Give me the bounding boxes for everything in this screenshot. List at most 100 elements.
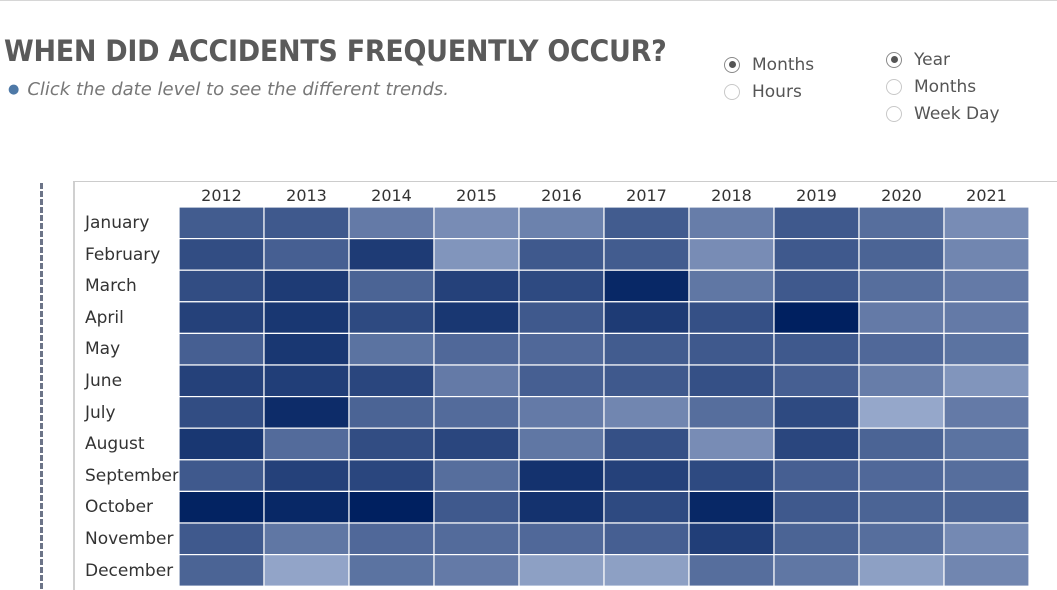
heatmap-cell-may-2014[interactable] [348, 332, 435, 366]
heatmap-cell-june-2019[interactable] [773, 364, 860, 398]
heatmap-cell-february-2018[interactable] [688, 238, 775, 271]
heatmap-cell-november-2014[interactable] [348, 522, 435, 556]
heatmap-cell-february-2019[interactable] [773, 238, 860, 271]
heatmap-cell-november-2018[interactable] [688, 522, 775, 556]
heatmap-cell-january-2020[interactable] [858, 206, 945, 240]
heatmap-cell-january-2015[interactable] [433, 206, 520, 240]
heatmap-cell-january-2013[interactable] [263, 206, 350, 240]
heatmap-cell-october-2019[interactable] [773, 490, 860, 524]
heatmap-cell-june-2012[interactable] [178, 364, 265, 398]
heatmap-cell-october-2016[interactable] [518, 490, 605, 524]
heatmap-cell-march-2012[interactable] [178, 269, 265, 303]
heatmap-cell-september-2021[interactable] [943, 459, 1030, 492]
heatmap-cell-january-2017[interactable] [603, 206, 690, 240]
heatmap-cell-november-2017[interactable] [603, 522, 690, 556]
heatmap-cell-december-2014[interactable] [348, 553, 435, 587]
heatmap-cell-march-2020[interactable] [858, 269, 945, 303]
heatmap-cell-july-2018[interactable] [688, 396, 775, 429]
radio-icon[interactable] [886, 105, 902, 122]
heatmap-cell-may-2012[interactable] [178, 332, 265, 366]
heatmap-cell-november-2013[interactable] [263, 522, 350, 556]
date-level-option-year[interactable]: Year [886, 46, 1000, 73]
heatmap-cell-january-2014[interactable] [348, 206, 435, 240]
heatmap-cell-august-2013[interactable] [263, 427, 350, 461]
heatmap-cell-june-2014[interactable] [348, 364, 435, 398]
heatmap-cell-november-2015[interactable] [433, 522, 520, 556]
heatmap-cell-july-2013[interactable] [263, 396, 350, 429]
heatmap-cell-december-2020[interactable] [858, 553, 945, 587]
heatmap-cell-april-2017[interactable] [603, 301, 690, 334]
radio-icon[interactable] [724, 56, 740, 73]
heatmap-cell-june-2013[interactable] [263, 364, 350, 398]
heatmap-cell-may-2013[interactable] [263, 332, 350, 366]
heatmap-cell-january-2016[interactable] [518, 206, 605, 240]
heatmap-cell-september-2015[interactable] [433, 459, 520, 492]
heatmap-cell-june-2018[interactable] [688, 364, 775, 398]
heatmap-cell-june-2016[interactable] [518, 364, 605, 398]
heatmap-cell-september-2014[interactable] [348, 459, 435, 492]
heatmap-cell-september-2017[interactable] [603, 459, 690, 492]
heatmap-cell-july-2017[interactable] [603, 396, 690, 429]
heatmap-cell-april-2021[interactable] [943, 301, 1030, 334]
heatmap-cell-april-2018[interactable] [688, 301, 775, 334]
heatmap-cell-april-2014[interactable] [348, 301, 435, 334]
heatmap-cell-june-2015[interactable] [433, 364, 520, 398]
heatmap-cell-december-2017[interactable] [603, 553, 690, 587]
heatmap-cell-november-2012[interactable] [178, 522, 265, 556]
heatmap-cell-september-2016[interactable] [518, 459, 605, 492]
heatmap-cell-march-2018[interactable] [688, 269, 775, 303]
heatmap-cell-february-2017[interactable] [603, 238, 690, 271]
heatmap-cell-december-2015[interactable] [433, 553, 520, 587]
radio-icon[interactable] [724, 83, 740, 100]
heatmap-cell-april-2016[interactable] [518, 301, 605, 334]
heatmap-cell-october-2015[interactable] [433, 490, 520, 524]
heatmap-cell-august-2020[interactable] [858, 427, 945, 461]
heatmap-cell-february-2021[interactable] [943, 238, 1030, 271]
heatmap-cell-july-2014[interactable] [348, 396, 435, 429]
heatmap-cell-august-2015[interactable] [433, 427, 520, 461]
heatmap-cell-november-2021[interactable] [943, 522, 1030, 556]
heatmap-cell-march-2015[interactable] [433, 269, 520, 303]
heatmap-cell-april-2015[interactable] [433, 301, 520, 334]
heatmap-cell-december-2016[interactable] [518, 553, 605, 587]
heatmap-cell-december-2012[interactable] [178, 553, 265, 587]
heatmap-cell-april-2020[interactable] [858, 301, 945, 334]
heatmap-cell-april-2012[interactable] [178, 301, 265, 334]
heatmap-cell-may-2021[interactable] [943, 332, 1030, 366]
heatmap-cell-october-2018[interactable] [688, 490, 775, 524]
heatmap-cell-january-2018[interactable] [688, 206, 775, 240]
date-level-option-months[interactable]: Months [886, 73, 1000, 100]
heatmap-cell-february-2016[interactable] [518, 238, 605, 271]
heatmap-cell-december-2019[interactable] [773, 553, 860, 587]
heatmap-cell-june-2017[interactable] [603, 364, 690, 398]
heatmap-cell-october-2017[interactable] [603, 490, 690, 524]
date-level-option-weekday[interactable]: Week Day [886, 100, 1000, 127]
heatmap-cell-october-2021[interactable] [943, 490, 1030, 524]
heatmap-cell-may-2015[interactable] [433, 332, 520, 366]
heatmap-cell-may-2019[interactable] [773, 332, 860, 366]
heatmap-cell-september-2013[interactable] [263, 459, 350, 492]
heatmap-cell-march-2019[interactable] [773, 269, 860, 303]
heatmap-cell-may-2016[interactable] [518, 332, 605, 366]
heatmap-cell-october-2012[interactable] [178, 490, 265, 524]
heatmap-cell-august-2012[interactable] [178, 427, 265, 461]
heatmap-cell-january-2021[interactable] [943, 206, 1030, 240]
heatmap-cell-january-2019[interactable] [773, 206, 860, 240]
heatmap-cell-august-2019[interactable] [773, 427, 860, 461]
heatmap-cell-september-2012[interactable] [178, 459, 265, 492]
heatmap-cell-march-2017[interactable] [603, 269, 690, 303]
heatmap-cell-april-2019[interactable] [773, 301, 860, 334]
view-option-months[interactable]: Months [724, 51, 814, 78]
heatmap-cell-august-2016[interactable] [518, 427, 605, 461]
heatmap-cell-march-2013[interactable] [263, 269, 350, 303]
heatmap-cell-october-2013[interactable] [263, 490, 350, 524]
heatmap-cell-february-2012[interactable] [178, 238, 265, 271]
heatmap-cell-april-2013[interactable] [263, 301, 350, 334]
heatmap-cell-may-2017[interactable] [603, 332, 690, 366]
heatmap-cell-december-2018[interactable] [688, 553, 775, 587]
heatmap-cell-august-2017[interactable] [603, 427, 690, 461]
heatmap-cell-may-2018[interactable] [688, 332, 775, 366]
view-option-hours[interactable]: Hours [724, 78, 814, 105]
heatmap-cell-february-2014[interactable] [348, 238, 435, 271]
heatmap-cell-july-2012[interactable] [178, 396, 265, 429]
